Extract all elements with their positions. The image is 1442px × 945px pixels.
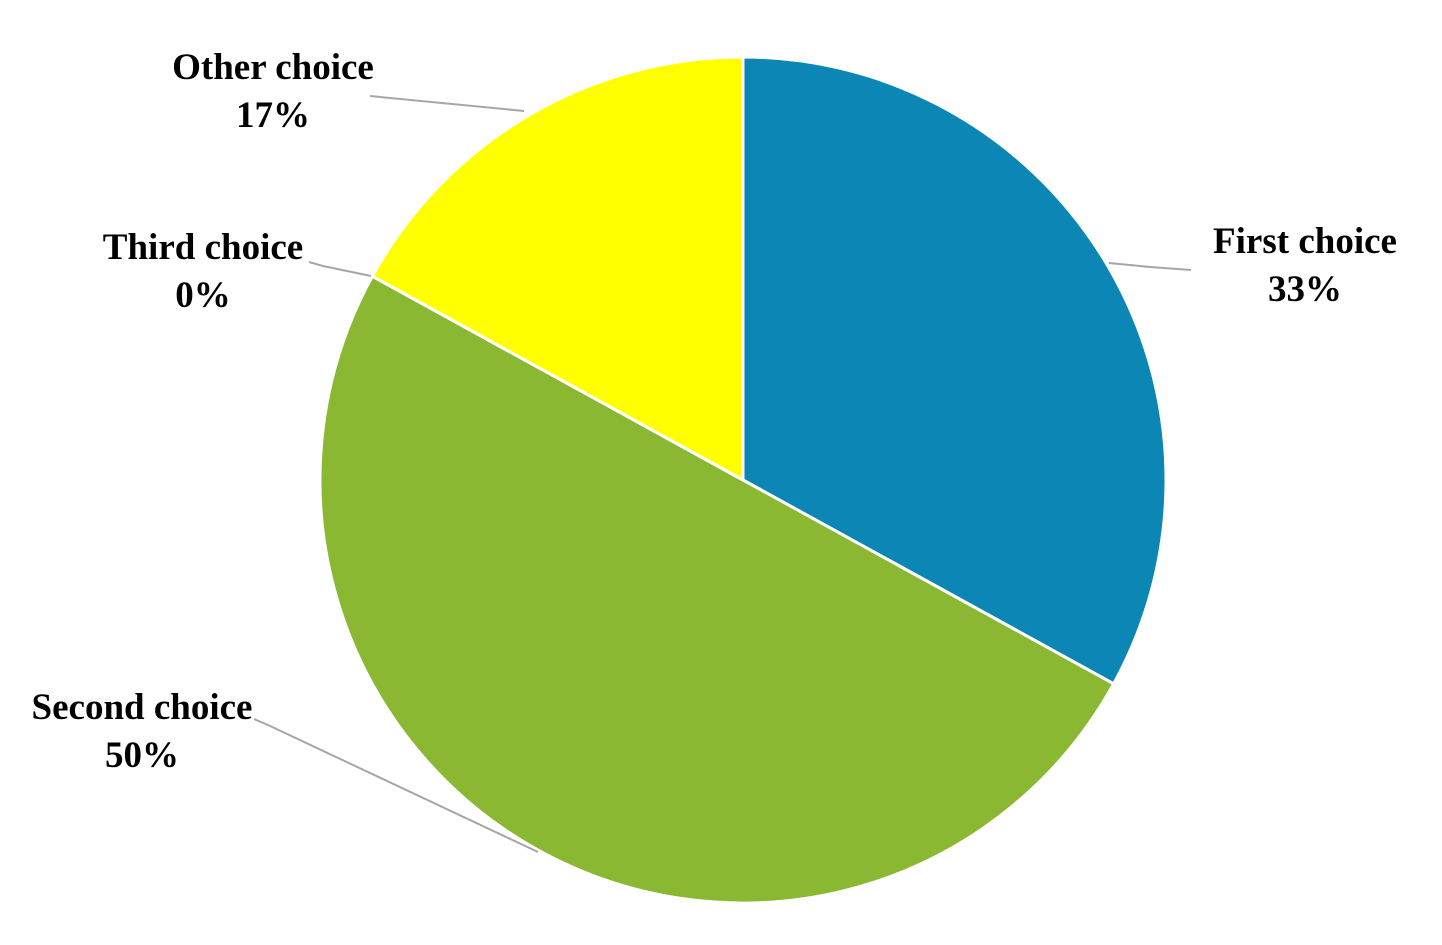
- slice-label-text: Other choice: [172, 47, 374, 88]
- leader-line-second-choice: [253, 718, 539, 853]
- leader-line-other-choice: [369, 95, 525, 112]
- slice-pct-text: 17%: [236, 95, 310, 136]
- slice-label-text: First choice: [1213, 221, 1397, 262]
- slice-pct-text: 33%: [1268, 269, 1342, 310]
- slice-label-first-choice: First choice 33%: [1155, 218, 1442, 314]
- leader-line-third-choice: [308, 261, 372, 277]
- slice-label-text: Third choice: [102, 227, 304, 268]
- slice-label-text: Second choice: [31, 687, 253, 728]
- slice-label-second-choice: Second choice 50%: [0, 684, 292, 780]
- slice-pct-text: 50%: [105, 735, 179, 776]
- slice-pct-text: 0%: [175, 275, 231, 316]
- slice-label-third-choice: Third choice 0%: [53, 224, 353, 320]
- pie-slice-second-choice: [318, 274, 1116, 905]
- leader-line-first-choice: [1108, 262, 1192, 271]
- pie-slice-other-choice: [370, 55, 745, 482]
- slice-label-other-choice: Other choice 17%: [123, 44, 423, 140]
- pie-slice-first-choice: [741, 55, 1168, 686]
